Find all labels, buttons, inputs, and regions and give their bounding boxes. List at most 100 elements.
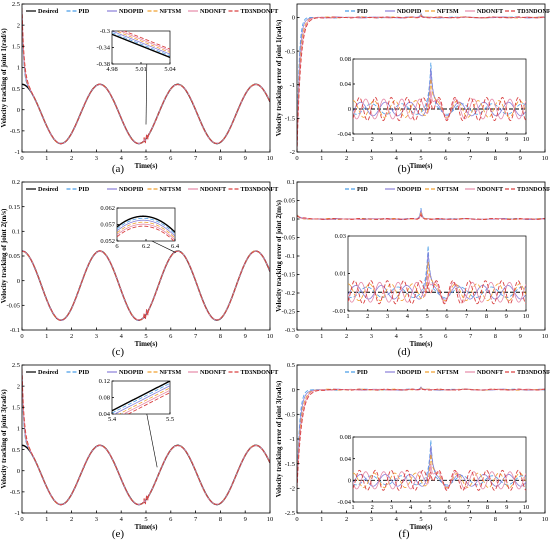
x-tick-label: 10 xyxy=(542,333,549,340)
inset-series-line xyxy=(353,440,526,486)
inset-x-tick-label: 7 xyxy=(467,504,471,511)
x-tick-label: 6 xyxy=(444,155,448,162)
legend: Desired PID NDOPID NFTSM NDONFT TD3NDONFT xyxy=(26,186,279,193)
x-tick-label: 5 xyxy=(419,333,422,340)
y-tick-label: 0.1 xyxy=(12,229,20,236)
series-line-nftsm xyxy=(22,250,270,321)
inset-series-line xyxy=(348,245,526,298)
legend-entry: NDONFT xyxy=(200,8,227,15)
legend-entry: NDOPID xyxy=(119,8,144,15)
inset-series-group xyxy=(117,215,175,241)
legend-entry: Desired xyxy=(38,369,59,376)
inset-series-group xyxy=(112,381,170,414)
y-tick-label: -0.15 xyxy=(281,272,295,279)
inset-x-tick-label: 6 xyxy=(447,504,451,511)
inset-x-tick-label: 10 xyxy=(523,136,530,143)
inset-y-tick-label: 0.062 xyxy=(100,205,115,212)
series-line-pid xyxy=(22,250,270,321)
x-tick-label: 7 xyxy=(469,333,473,340)
y-axis-title: Velocity tracking of joint 2(m/s) xyxy=(0,208,8,303)
x-tick-label: 9 xyxy=(244,155,247,162)
x-tick-label: 7 xyxy=(469,155,473,162)
inset-x-tick-label: 1 xyxy=(346,313,349,320)
y-tick-label: -1.5 xyxy=(285,116,295,123)
y-tick-label: -1 xyxy=(290,82,295,89)
series-group xyxy=(22,7,270,145)
inset-series-line xyxy=(348,280,526,305)
legend-entry: NDOPID xyxy=(397,369,422,376)
legend-entry: TD3NDONFT xyxy=(517,8,550,15)
x-tick-label: 8 xyxy=(219,516,222,523)
x-axis-title: Time(s) xyxy=(410,523,433,531)
x-tick-label: 1 xyxy=(45,333,48,340)
x-tick-label: 6 xyxy=(444,516,448,523)
legend-entry: TD3NDONFT xyxy=(517,369,550,376)
x-tick-label: 8 xyxy=(494,333,497,340)
x-tick-label: 1 xyxy=(320,155,323,162)
series-group xyxy=(297,207,545,220)
y-tick-label: 0.5 xyxy=(287,362,295,369)
x-tick-label: 10 xyxy=(267,333,274,340)
series-line-desired xyxy=(22,444,270,506)
inset-y-tick-label: 0.08 xyxy=(340,56,351,63)
x-tick-label: 1 xyxy=(45,155,48,162)
inset-x-tick-label: 6 xyxy=(115,243,119,250)
x-tick-label: 3 xyxy=(95,516,98,523)
inset-x-tick-label: 7 xyxy=(465,313,469,320)
inset-series-line xyxy=(117,223,175,241)
y-tick-label: 1 xyxy=(17,65,20,72)
y-tick-label: 0 xyxy=(292,15,295,22)
inset-x-tick-label: 5.5 xyxy=(166,416,174,423)
panel-label: (a) xyxy=(112,163,125,175)
inset-series-line xyxy=(117,217,175,235)
x-tick-label: 9 xyxy=(244,516,247,523)
inset-series-line xyxy=(119,31,170,52)
inset-x-tick-label: 5.01 xyxy=(135,66,146,73)
inset-series-group xyxy=(348,245,526,305)
legend-entry: PID xyxy=(357,8,368,15)
legend-entry: TD3NDONFT xyxy=(517,186,550,193)
panel-d: 0 1 2 3 4 5 6 7 8 9 10-0.3-0.25-0.2-0.15-0.1-0.050… xyxy=(275,179,550,358)
y-tick-label: 2 xyxy=(17,22,20,29)
inset-x-tick-label: 4 xyxy=(406,313,410,320)
legend-entry: NDOPID xyxy=(119,186,144,193)
series-line-ndopid xyxy=(22,250,270,321)
y-tick-label: 0 xyxy=(17,278,20,285)
x-tick-label: 6 xyxy=(169,516,173,523)
y-tick-label: -0.05 xyxy=(6,303,20,310)
inset-y-tick-label: 0.03 xyxy=(335,233,346,240)
inset-x-tick-label: 6 xyxy=(445,313,449,320)
inset-a: 4.98 5.01 5.04 -0.3 -0.34 -0.38 xyxy=(96,28,176,125)
x-tick-label: 5 xyxy=(144,516,147,523)
inset-x-tick-label: 8 xyxy=(485,313,488,320)
inset-series-line xyxy=(112,33,170,59)
x-tick-label: 0 xyxy=(295,516,298,523)
x-tick-label: 3 xyxy=(370,333,373,340)
panel-c: 0 1 2 3 4 5 6 7 8 9 10 -0.1 -0.05 0 0.05 0.1 0.15 0.2 Time… xyxy=(0,179,279,358)
x-tick-label: 10 xyxy=(267,155,274,162)
x-tick-label: 6 xyxy=(169,155,173,162)
inset-series-line xyxy=(348,273,526,303)
y-tick-label: -0.25 xyxy=(281,309,295,316)
legend-entry: TD3NDONFT xyxy=(241,8,280,15)
inset-e: 5.4 5.5 0.12 0.08 0.04 xyxy=(99,378,174,468)
x-tick-label: 4 xyxy=(120,155,124,162)
inset-series-line xyxy=(353,62,526,115)
inset-series-line xyxy=(112,382,170,414)
x-tick-label: 4 xyxy=(395,516,399,523)
inset-frame xyxy=(352,58,527,135)
legend-entry: Desired xyxy=(38,8,59,15)
y-axis-title: Velocity tracking of joint 3(rad/s) xyxy=(0,389,8,489)
legend-entry: NDOPID xyxy=(119,369,144,376)
legend-entry: NDONFT xyxy=(477,8,504,15)
inset-x-tick-label: 1 xyxy=(351,136,354,143)
legend-entry: NDOPID xyxy=(397,186,422,193)
legend: Desired PID NDOPID NFTSM NDONFT TD3NDONFT xyxy=(26,369,279,376)
panel-b: 0 1 2 3 4 5 6 7 8 9 10-2-1.5-1-0.50Time(s)Velocity… xyxy=(275,3,550,175)
x-tick-label: 0 xyxy=(295,155,298,162)
y-tick-label: -2 xyxy=(290,149,295,156)
inset-x-tick-label: 9 xyxy=(505,313,508,320)
y-tick-label: 1.5 xyxy=(12,43,20,50)
x-tick-label: 5 xyxy=(144,333,147,340)
